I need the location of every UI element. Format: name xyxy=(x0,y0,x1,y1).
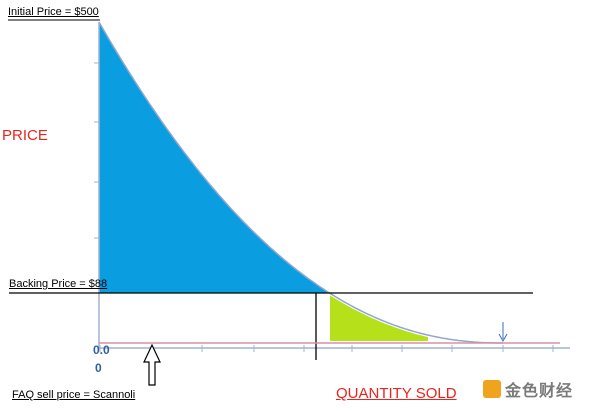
watermark: 金色财经 xyxy=(483,377,573,401)
y-axis-title: PRICE xyxy=(2,127,48,144)
area-below-backing-price xyxy=(330,293,428,341)
y-tick-label-zero: 0.0 xyxy=(93,343,110,357)
x-axis-title: QUANTITY SOLD xyxy=(336,385,457,402)
brand-logo-icon xyxy=(483,380,501,398)
faq-sell-price-label: FAQ sell price = Scannoli xyxy=(12,389,136,401)
initial-price-label: Initial Price = $500 xyxy=(8,6,99,18)
watermark-text: 金色财经 xyxy=(505,383,574,400)
area-above-backing-price xyxy=(99,22,330,293)
y-axis-ticks xyxy=(94,62,99,294)
x-tick-label-zero: 0 xyxy=(95,361,102,375)
price-curve-line xyxy=(98,21,503,344)
down-arrow-icon xyxy=(498,322,508,343)
up-arrow-icon xyxy=(143,343,161,386)
backing-price-label: Backing Price = $88 xyxy=(9,278,108,290)
